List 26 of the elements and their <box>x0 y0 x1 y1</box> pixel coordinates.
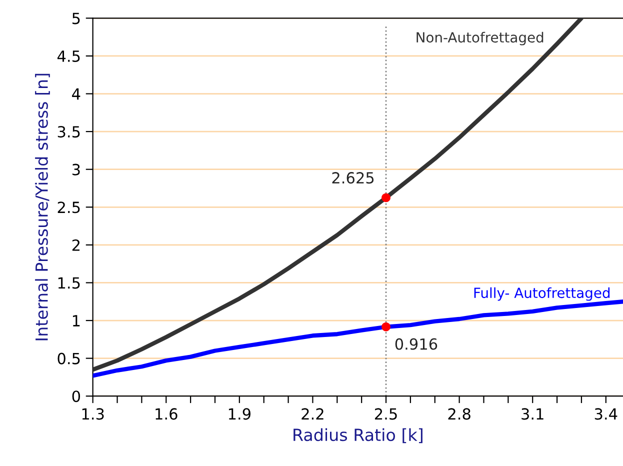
x-tick-label: 1.3 <box>82 408 104 420</box>
x-tick-label: 3.1 <box>522 408 544 420</box>
x-tick-label: 1.9 <box>228 408 250 420</box>
x-tick-label: 2.2 <box>302 408 324 420</box>
y-tick-label: 2.5 <box>58 202 80 214</box>
y-tick-label: 3 <box>72 164 80 176</box>
y-tick-label: 1 <box>72 315 80 326</box>
x-axis-title: Radius Ratio [k] <box>294 428 422 444</box>
y-tick-label: 4.5 <box>57 50 80 62</box>
annotation: 0.916 <box>395 338 438 350</box>
y-tick-label: 1.5 <box>58 277 80 289</box>
x-tick-label: 2.5 <box>374 408 397 420</box>
series-label: Non-Autofrettaged <box>416 32 544 46</box>
annotation: 2.625 <box>332 172 374 184</box>
x-tick-label: 1.6 <box>156 408 178 420</box>
y-tick-label: 3.5 <box>58 126 80 138</box>
y-tick-label: 0 <box>72 390 80 402</box>
y-tick-label: 2 <box>72 239 80 251</box>
line-series <box>92 300 623 378</box>
y-tick-label: 5 <box>72 12 80 24</box>
x-tick-label: 3.4 <box>594 408 618 420</box>
y-tick-label: 4 <box>72 88 80 100</box>
y-axis-title: Internal Pressure/Yield stress [n] <box>35 74 50 340</box>
series-label: Fully- Autofrettaged <box>474 287 610 301</box>
x-tick-label: 2.8 <box>448 408 470 420</box>
y-tick-label: 0.5 <box>58 352 80 364</box>
